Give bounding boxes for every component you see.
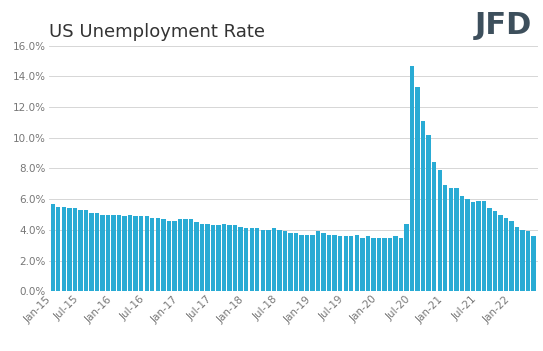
Bar xyxy=(299,234,304,291)
Bar xyxy=(493,211,497,291)
Bar xyxy=(255,229,260,291)
Bar xyxy=(172,221,176,291)
Bar xyxy=(344,236,348,291)
Bar xyxy=(200,224,204,291)
Bar xyxy=(377,238,381,291)
Bar xyxy=(410,66,414,291)
Bar xyxy=(449,188,453,291)
Bar xyxy=(194,222,199,291)
Bar xyxy=(371,238,376,291)
Bar xyxy=(305,234,310,291)
Bar xyxy=(520,230,525,291)
Bar xyxy=(238,227,243,291)
Bar xyxy=(144,216,149,291)
Bar xyxy=(122,216,127,291)
Bar xyxy=(283,231,287,291)
Bar xyxy=(111,214,116,291)
Bar xyxy=(277,230,282,291)
Bar xyxy=(515,227,519,291)
Bar xyxy=(487,208,491,291)
Bar xyxy=(222,224,226,291)
Bar xyxy=(216,225,221,291)
Bar xyxy=(405,224,409,291)
Bar xyxy=(294,233,298,291)
Bar xyxy=(167,221,171,291)
Bar xyxy=(355,234,359,291)
Bar xyxy=(426,135,431,291)
Bar xyxy=(67,208,72,291)
Bar xyxy=(415,87,420,291)
Bar xyxy=(393,236,397,291)
Bar xyxy=(432,162,437,291)
Bar xyxy=(438,170,442,291)
Bar xyxy=(139,216,143,291)
Bar xyxy=(509,221,514,291)
Bar xyxy=(178,219,182,291)
Bar xyxy=(360,238,364,291)
Bar xyxy=(365,236,370,291)
Bar xyxy=(128,214,132,291)
Bar xyxy=(332,234,337,291)
Bar xyxy=(321,233,326,291)
Bar xyxy=(228,225,232,291)
Bar xyxy=(288,233,293,291)
Bar xyxy=(471,202,475,291)
Bar xyxy=(498,214,503,291)
Bar xyxy=(526,231,531,291)
Bar xyxy=(189,219,193,291)
Bar xyxy=(476,201,481,291)
Text: US Unemployment Rate: US Unemployment Rate xyxy=(49,23,265,41)
Bar xyxy=(349,236,353,291)
Bar xyxy=(78,210,83,291)
Bar xyxy=(155,218,160,291)
Bar xyxy=(106,214,110,291)
Bar xyxy=(50,204,55,291)
Bar xyxy=(205,224,210,291)
Bar xyxy=(382,238,387,291)
Bar xyxy=(459,196,464,291)
Bar xyxy=(84,210,88,291)
Bar xyxy=(482,201,486,291)
Bar xyxy=(388,238,392,291)
Bar xyxy=(465,199,470,291)
Bar xyxy=(244,229,249,291)
Bar xyxy=(316,231,320,291)
Bar xyxy=(233,225,237,291)
Bar xyxy=(327,234,331,291)
Text: JFD: JFD xyxy=(475,11,532,40)
Bar xyxy=(311,234,315,291)
Bar xyxy=(454,188,458,291)
Bar xyxy=(134,216,138,291)
Bar xyxy=(73,208,77,291)
Bar xyxy=(443,185,447,291)
Bar xyxy=(338,236,343,291)
Bar xyxy=(95,213,99,291)
Bar xyxy=(421,121,425,291)
Bar xyxy=(150,218,154,291)
Bar xyxy=(183,219,188,291)
Bar xyxy=(161,219,166,291)
Bar xyxy=(266,230,270,291)
Bar xyxy=(532,236,536,291)
Bar xyxy=(117,214,121,291)
Bar xyxy=(89,213,93,291)
Bar xyxy=(261,230,265,291)
Bar xyxy=(100,214,105,291)
Bar xyxy=(399,238,403,291)
Bar xyxy=(56,207,60,291)
Bar xyxy=(211,225,215,291)
Bar xyxy=(61,207,66,291)
Bar xyxy=(504,218,508,291)
Bar xyxy=(250,229,254,291)
Bar xyxy=(272,229,276,291)
